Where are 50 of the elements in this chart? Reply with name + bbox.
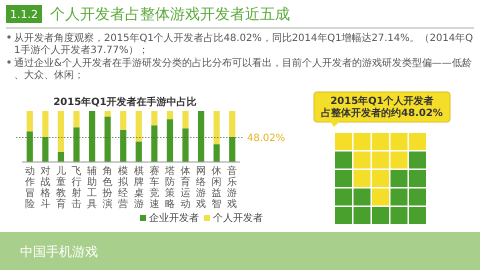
x-tick-label: 模拟经营 (118, 165, 130, 210)
bar (120, 130, 126, 162)
bar (151, 125, 158, 162)
bar (214, 144, 220, 162)
ref-line-label: 48.02% (247, 133, 286, 144)
x-tick-label: 角色扮演 (102, 165, 113, 210)
x-tick-label: 动作冒险 (24, 166, 35, 210)
bar (182, 111, 189, 128)
text: 1.1.2 (10, 8, 38, 21)
bar (198, 111, 204, 162)
bar (88, 111, 96, 162)
bar (26, 111, 33, 132)
x-tick-label: 休闲益智 (212, 166, 222, 210)
bar (166, 111, 174, 120)
bar (42, 111, 48, 138)
x-tick-label: 塔防策略 (164, 165, 175, 210)
bar (229, 137, 236, 162)
text: 从开发者角度观察，2015年Q1个人开发者占比48.02%，同比2014年Q1增幅达27.14%。（2014年Q1手游个人开发者37.77%）； (14, 32, 474, 56)
bar (120, 111, 126, 130)
legend-label: 个人开发者 (213, 212, 263, 224)
x-tick-label: 儿童教育 (56, 165, 66, 210)
x-tick-label: 音乐游戏 (227, 165, 238, 210)
bar (151, 111, 158, 126)
bar (136, 142, 142, 162)
x-tick-label: 网络游戏 (196, 166, 206, 210)
bar (73, 111, 80, 128)
text: 2015年Q1个人开发者占整体开发者的约48.02% (321, 95, 443, 119)
text: 个人开发者占整体游戏开发者近五成 (50, 5, 290, 23)
x-tick-label: 飞行射击 (72, 166, 82, 210)
bar (42, 137, 48, 162)
bar (214, 111, 220, 144)
text: 中国手机游戏 (20, 245, 98, 260)
bar (166, 119, 174, 162)
bar (26, 131, 33, 162)
bar (229, 111, 236, 138)
bar (73, 127, 80, 162)
bar (104, 111, 111, 117)
x-tick-label: 赛车竞速 (149, 165, 160, 210)
x-tick-label: 对战格斗 (39, 165, 50, 210)
bar (136, 111, 142, 142)
bar (182, 128, 189, 162)
legend-label: 企业开发者 (149, 212, 199, 224)
x-tick-label: 辅助工具 (87, 165, 98, 210)
bar (104, 116, 111, 162)
x-tick-label: 体育运动 (180, 165, 190, 210)
text: 通过企业&个人开发者在手游研发分类的占比分布可以看出，目前个人开发者的游戏研发类型偏——低龄、大众、休闲； (14, 57, 472, 81)
x-tick-label: 棋牌桌游 (134, 165, 144, 210)
bar (58, 111, 64, 152)
chart-title: 2015年Q1开发者在手游中占比 (53, 96, 197, 108)
bar (58, 152, 64, 162)
